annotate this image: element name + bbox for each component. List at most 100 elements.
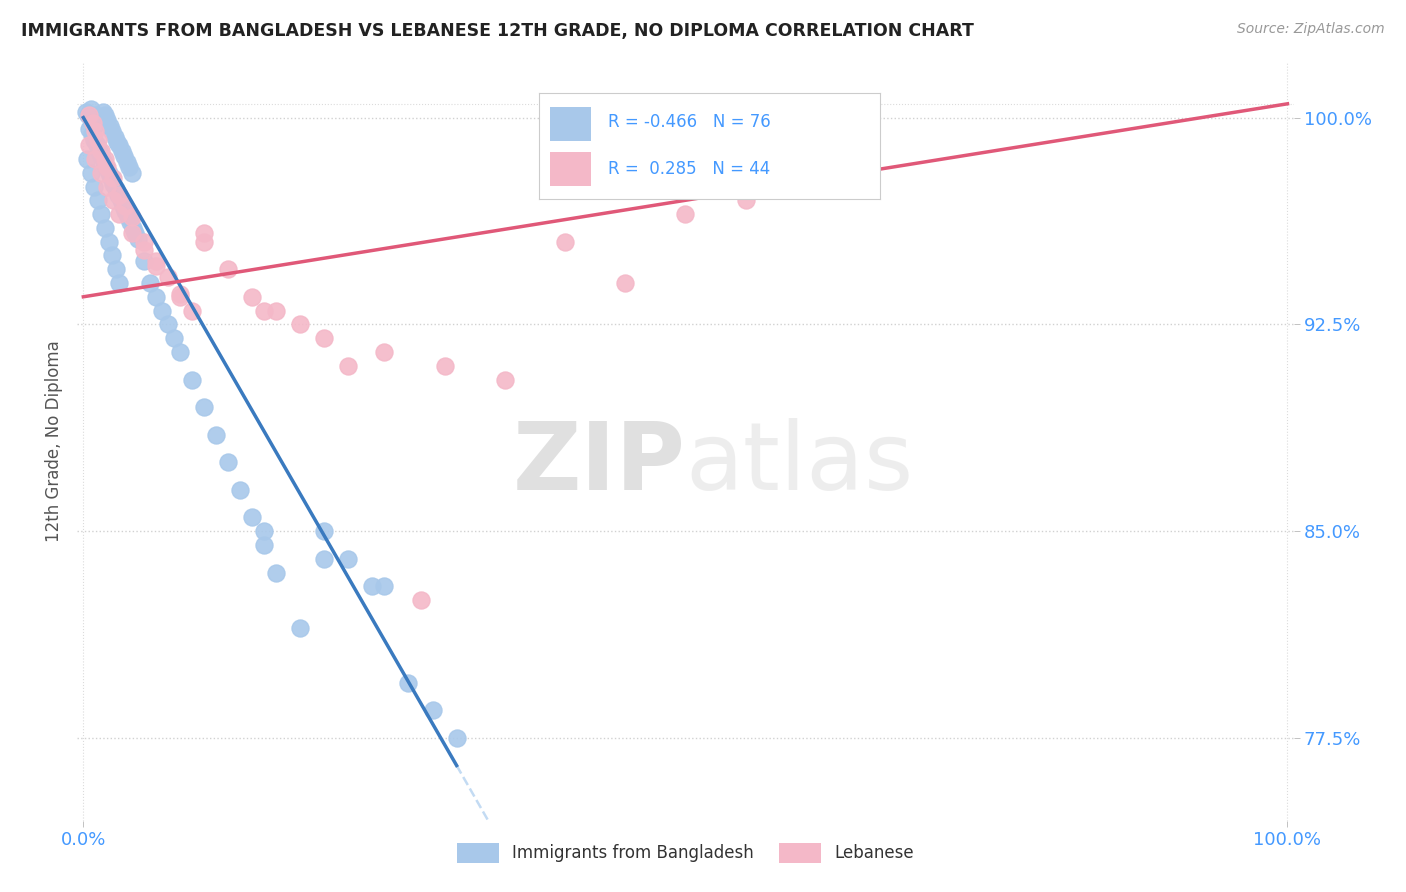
Point bbox=[104, 129, 127, 144]
Point bbox=[90, 144, 112, 158]
Point bbox=[98, 119, 121, 133]
Point bbox=[97, 235, 120, 249]
Point bbox=[90, 149, 112, 163]
Point bbox=[96, 160, 118, 174]
Point bbox=[90, 166, 112, 180]
Point bbox=[114, 204, 136, 219]
Point bbox=[115, 154, 138, 169]
Point bbox=[104, 182, 127, 196]
Point bbox=[79, 166, 101, 180]
Point bbox=[409, 593, 432, 607]
Point bbox=[145, 290, 167, 304]
Point bbox=[121, 210, 143, 224]
Point bbox=[494, 372, 516, 386]
Point bbox=[193, 400, 215, 414]
Point bbox=[112, 199, 135, 213]
Point bbox=[108, 207, 131, 221]
Point bbox=[93, 154, 115, 169]
Point bbox=[107, 187, 129, 202]
Point bbox=[94, 152, 117, 166]
Point bbox=[264, 303, 287, 318]
Point bbox=[361, 579, 384, 593]
Point bbox=[120, 215, 142, 229]
Point bbox=[96, 160, 118, 174]
Point bbox=[76, 152, 98, 166]
Point bbox=[229, 483, 252, 497]
Point bbox=[145, 254, 167, 268]
Text: IMMIGRANTS FROM BANGLADESH VS LEBANESE 12TH GRADE, NO DIPLOMA CORRELATION CHART: IMMIGRANTS FROM BANGLADESH VS LEBANESE 1… bbox=[21, 22, 974, 40]
Text: ZIP: ZIP bbox=[513, 418, 686, 510]
Point bbox=[169, 345, 191, 359]
Point bbox=[217, 262, 239, 277]
Point bbox=[675, 207, 697, 221]
Point bbox=[156, 318, 179, 332]
Point bbox=[108, 138, 131, 153]
Point bbox=[94, 220, 117, 235]
Point bbox=[132, 235, 155, 249]
Point bbox=[79, 108, 101, 122]
Point bbox=[77, 108, 100, 122]
Point bbox=[84, 124, 107, 138]
Point bbox=[156, 270, 179, 285]
Point bbox=[83, 179, 105, 194]
Point bbox=[180, 372, 202, 386]
Point bbox=[169, 290, 191, 304]
Text: atlas: atlas bbox=[686, 418, 914, 510]
Point bbox=[89, 111, 111, 125]
Point bbox=[193, 235, 215, 249]
Point bbox=[110, 194, 132, 208]
Point bbox=[855, 138, 877, 153]
Point bbox=[163, 331, 186, 345]
Point bbox=[240, 510, 263, 524]
Point bbox=[103, 194, 125, 208]
Point bbox=[337, 551, 360, 566]
Point bbox=[314, 331, 336, 345]
Point bbox=[121, 227, 143, 241]
Point bbox=[84, 108, 107, 122]
Point bbox=[87, 144, 110, 158]
Point bbox=[75, 105, 97, 120]
Point bbox=[240, 290, 263, 304]
Point bbox=[150, 303, 173, 318]
Point bbox=[127, 232, 149, 246]
Point bbox=[118, 160, 141, 174]
Point bbox=[103, 177, 125, 191]
Point bbox=[87, 116, 110, 130]
Point bbox=[79, 103, 101, 117]
Point bbox=[398, 675, 420, 690]
Point bbox=[84, 152, 107, 166]
Point bbox=[446, 731, 468, 745]
Point bbox=[253, 538, 276, 552]
Point bbox=[422, 703, 444, 717]
Point bbox=[193, 227, 215, 241]
Text: Source: ZipAtlas.com: Source: ZipAtlas.com bbox=[1237, 22, 1385, 37]
Point bbox=[108, 187, 131, 202]
Point bbox=[288, 621, 311, 635]
Point bbox=[253, 303, 276, 318]
Point bbox=[554, 235, 576, 249]
Point bbox=[105, 136, 128, 150]
Point bbox=[79, 121, 101, 136]
Point bbox=[82, 116, 104, 130]
Point bbox=[614, 276, 637, 290]
Point bbox=[91, 105, 114, 120]
Point bbox=[314, 551, 336, 566]
Point bbox=[103, 171, 125, 186]
Point bbox=[82, 111, 104, 125]
Point bbox=[101, 248, 124, 262]
Point bbox=[337, 359, 360, 373]
Point bbox=[314, 524, 336, 538]
Point bbox=[87, 133, 110, 147]
Point bbox=[90, 207, 112, 221]
Point bbox=[97, 166, 120, 180]
Point bbox=[204, 427, 226, 442]
Point bbox=[124, 227, 146, 241]
Point bbox=[111, 144, 134, 158]
Point bbox=[96, 179, 118, 194]
Point bbox=[108, 276, 131, 290]
Point bbox=[217, 455, 239, 469]
Y-axis label: 12th Grade, No Diploma: 12th Grade, No Diploma bbox=[45, 341, 63, 542]
Point bbox=[253, 524, 276, 538]
Point bbox=[83, 133, 105, 147]
Point bbox=[86, 138, 108, 153]
